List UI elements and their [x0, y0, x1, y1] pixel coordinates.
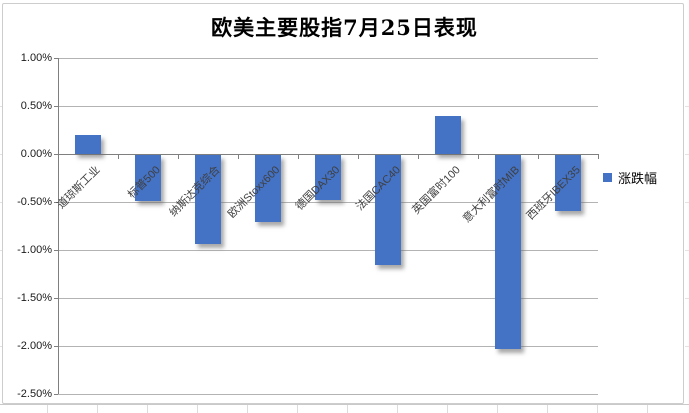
bar-8[interactable] — [495, 155, 521, 349]
sheet-column-line — [397, 405, 398, 413]
category-label: 英国富时100 — [409, 164, 463, 217]
y-axis-tick — [54, 250, 58, 251]
category-axis-tick — [598, 154, 599, 159]
sheet-row-line — [0, 346, 2, 347]
y-axis-tick — [54, 202, 58, 203]
y-axis-tick-label: -2.00% — [17, 340, 52, 352]
sheet-row-line — [685, 346, 689, 347]
bar-9[interactable] — [555, 155, 581, 211]
sheet-column-line — [97, 405, 98, 413]
sheet-column-line — [297, 405, 298, 413]
bar-3[interactable] — [195, 155, 221, 244]
sheet-column-line — [597, 405, 598, 413]
sheet-column-line — [547, 405, 548, 413]
y-axis-tick — [54, 58, 58, 59]
sheet-row-line — [0, 106, 2, 107]
y-axis-tick-label: 0.50% — [20, 100, 52, 112]
gridline — [58, 250, 598, 251]
y-axis-tick-label: -2.50% — [17, 388, 52, 400]
gridline — [58, 394, 598, 395]
gridline — [58, 154, 598, 155]
category-axis-tick — [538, 154, 539, 159]
sheet-column-line — [47, 405, 48, 413]
y-axis-tick — [54, 394, 58, 395]
legend[interactable]: 涨跌幅 — [603, 168, 657, 186]
bar-6[interactable] — [375, 155, 401, 265]
gridline — [58, 58, 598, 59]
y-axis-tick — [54, 154, 58, 155]
sheet-row-line — [0, 154, 2, 155]
sheet-row-line — [685, 154, 689, 155]
category-axis-tick — [358, 154, 359, 159]
plot-area: 1.00% 0.50% 0.00% -0.50% -1.00% -1.50% -2.00% -… — [17, 52, 599, 400]
category-axis-tick — [178, 154, 179, 159]
legend-label: 涨跌幅 — [618, 170, 658, 186]
bar-1[interactable] — [75, 135, 101, 154]
category-axis-tick — [478, 154, 479, 159]
y-axis-tick — [54, 346, 58, 347]
category-axis-tick — [58, 154, 59, 159]
y-axis-tick-label: -1.50% — [17, 292, 52, 304]
sheet-row-line — [685, 250, 689, 251]
category-axis-tick — [238, 154, 239, 159]
bar-5[interactable] — [315, 155, 341, 200]
sheet-column-line — [147, 405, 148, 413]
sheet-column-line — [647, 405, 648, 413]
y-axis-tick-label: 1.00% — [20, 52, 52, 64]
gridline — [58, 346, 598, 347]
bar-7[interactable] — [435, 116, 461, 154]
bar-2[interactable] — [135, 155, 161, 201]
legend-swatch-icon — [603, 172, 612, 182]
y-axis-tick — [54, 106, 58, 107]
sheet-row-line — [0, 404, 689, 405]
category-axis-tick — [298, 154, 299, 159]
category-label: 道琼斯工业 — [55, 164, 103, 212]
gridline — [58, 106, 598, 107]
sheet-column-line — [447, 405, 448, 413]
sheet-row-line — [0, 250, 2, 251]
value-axis-line — [58, 58, 59, 394]
chart-title: 欧美主要股指7月25日表现 — [211, 15, 478, 40]
sheet-row-line — [0, 298, 2, 299]
y-axis-tick-label: 0.00% — [20, 148, 52, 160]
gridline — [58, 298, 598, 299]
sheet-column-line — [247, 405, 248, 413]
sheet-row-line — [685, 202, 689, 203]
sheet-column-line — [197, 405, 198, 413]
gridline — [58, 202, 598, 203]
bar-4[interactable] — [255, 155, 281, 222]
y-axis-tick — [54, 298, 58, 299]
category-axis-tick — [118, 154, 119, 159]
y-axis-tick-label: -0.50% — [17, 196, 52, 208]
sheet-row-line — [685, 298, 689, 299]
sheet-row-line — [0, 202, 2, 203]
sheet-row-line — [685, 106, 689, 107]
sheet-column-line — [497, 405, 498, 413]
y-axis-tick-label: -1.00% — [17, 244, 52, 256]
category-axis-tick — [418, 154, 419, 159]
sheet-column-line — [347, 405, 348, 413]
